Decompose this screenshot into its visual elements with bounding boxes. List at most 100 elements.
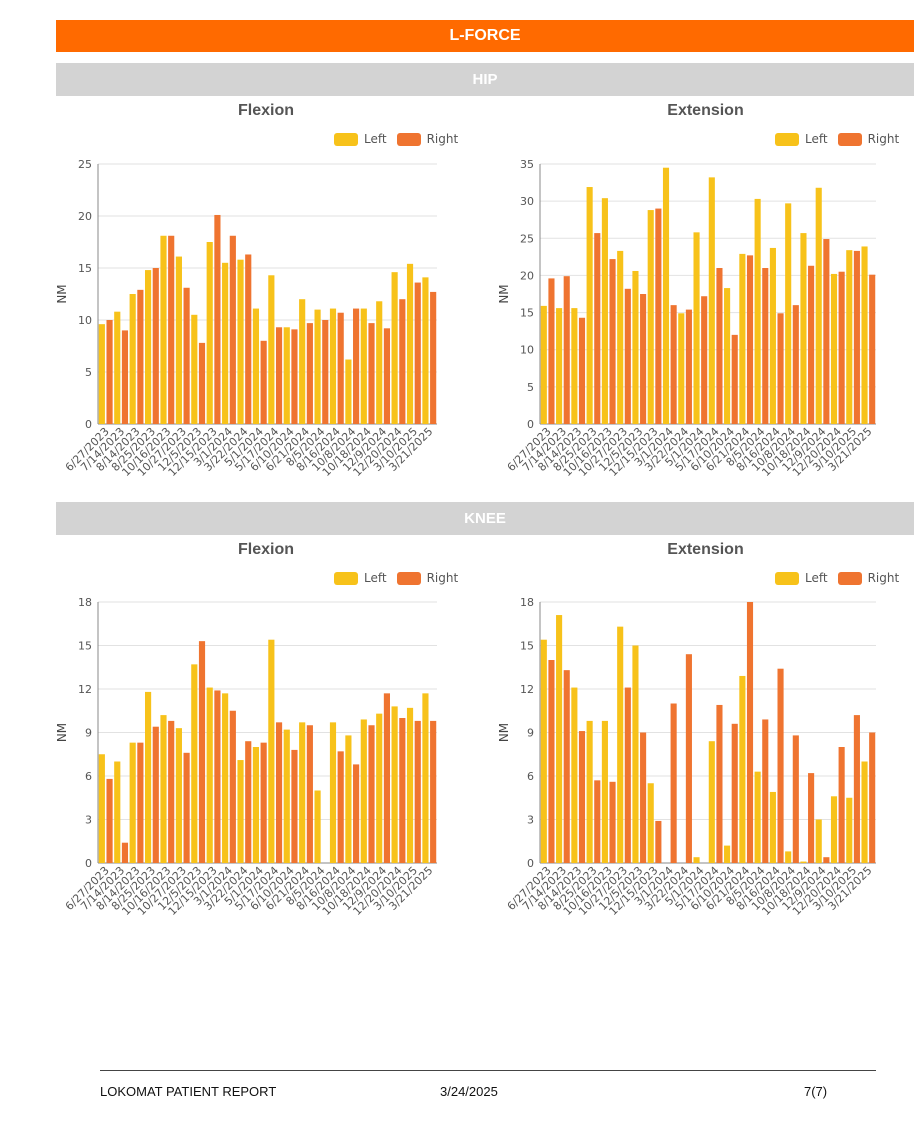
y-tick-label: 6 <box>527 770 534 783</box>
bar-left <box>662 167 670 424</box>
bar-left <box>376 713 383 863</box>
bar-right <box>275 327 283 424</box>
bar-left <box>617 250 624 424</box>
bar-right <box>685 309 692 424</box>
bar-right <box>306 725 313 863</box>
bar-right <box>106 778 113 863</box>
bar-right <box>383 693 390 863</box>
bar-left <box>647 783 654 863</box>
legend-right: Right <box>837 571 899 585</box>
bar-left <box>376 301 383 424</box>
y-tick-label: 10 <box>520 344 534 357</box>
bar-right <box>746 255 754 424</box>
bar-right <box>337 751 344 863</box>
bar-right <box>701 296 708 424</box>
bar-left <box>815 819 822 863</box>
bar-left <box>114 761 121 863</box>
bar-left <box>632 270 639 424</box>
bar-left <box>647 210 654 424</box>
bar-right <box>229 710 236 863</box>
bar-left <box>206 687 213 863</box>
bar-right <box>198 342 206 424</box>
bar-right <box>198 641 206 863</box>
bar-left <box>708 741 715 863</box>
legend-right-swatch <box>396 571 421 585</box>
bar-right <box>685 654 692 863</box>
bar-right <box>762 719 769 863</box>
bar-left <box>406 707 414 863</box>
bar-left <box>693 857 700 863</box>
bar-left <box>785 203 792 424</box>
bar-right <box>777 668 784 863</box>
legend-right-swatch <box>396 132 421 146</box>
chart-legend: Left Right <box>334 570 468 586</box>
bar-left <box>800 233 807 424</box>
y-tick-label: 5 <box>527 381 534 394</box>
y-tick-label: 5 <box>85 366 92 379</box>
footer-report-name: LOKOMAT PATIENT REPORT <box>100 1084 277 1099</box>
y-axis-label: NM <box>55 284 69 303</box>
bar-right <box>823 857 830 863</box>
chart-title: Flexion <box>237 541 294 558</box>
bar-right <box>670 305 677 424</box>
bar-left <box>861 761 868 863</box>
bar-right <box>624 687 631 863</box>
bar-left <box>391 272 398 424</box>
bar-right <box>430 720 437 863</box>
bar-right <box>353 764 360 863</box>
bar-left <box>769 247 776 424</box>
bar-left <box>556 615 563 863</box>
bar-right <box>414 282 421 424</box>
bar-right <box>808 773 815 863</box>
section-hip-header: HIP <box>56 63 914 96</box>
bar-right <box>808 265 815 424</box>
bar-left <box>846 797 853 863</box>
chart-title: Flexion <box>237 102 294 119</box>
bar-right <box>245 254 252 424</box>
bar-left <box>283 729 290 863</box>
y-tick-label: 18 <box>520 596 534 609</box>
section-knee-header: KNEE <box>56 502 914 535</box>
bar-left <box>739 675 746 863</box>
bar-left <box>571 308 578 424</box>
y-tick-label: 30 <box>520 195 534 208</box>
bar-right <box>137 742 144 863</box>
bar-right <box>229 235 236 424</box>
y-tick-label: 20 <box>520 269 534 282</box>
bar-right <box>762 268 769 424</box>
bar-right <box>152 726 159 863</box>
bar-right <box>853 715 860 863</box>
bar-right <box>383 328 390 424</box>
bar-right <box>121 842 129 863</box>
bar-left <box>422 277 429 424</box>
bar-left <box>724 845 731 863</box>
y-tick-label: 0 <box>527 418 534 431</box>
legend-right-swatch <box>837 132 862 146</box>
bar-right <box>306 323 313 424</box>
bar-left <box>617 626 624 863</box>
bar-right <box>746 602 754 863</box>
bar-left <box>769 791 776 863</box>
legend-left-label: Left <box>805 132 828 146</box>
y-tick-label: 12 <box>78 683 92 696</box>
bar-left <box>299 299 306 424</box>
bar-left <box>391 706 398 863</box>
bar-left <box>114 311 121 424</box>
bar-right <box>137 289 144 424</box>
bar-left <box>314 790 321 863</box>
y-axis-label: NM <box>55 723 69 742</box>
legend-right: Right <box>396 571 458 585</box>
knee-flexion-chart: Flexion Left Right 0 3 6 9 12 15 18 NM 6/27/2023… <box>55 541 476 921</box>
y-tick-label: 9 <box>85 727 92 740</box>
bar-right <box>245 741 252 863</box>
bar-right <box>106 320 113 424</box>
bar-left <box>540 305 547 424</box>
bar-right <box>869 274 876 424</box>
y-axis-label: NM <box>497 284 511 303</box>
bar-right <box>337 312 344 424</box>
y-tick-label: 3 <box>527 814 534 827</box>
bar-right <box>869 732 876 863</box>
bar-left <box>861 246 868 424</box>
bar-right <box>430 291 437 424</box>
hip-flexion-plot: 0510152025NM6/27/20237/14/20238/14/20238… <box>55 158 437 479</box>
